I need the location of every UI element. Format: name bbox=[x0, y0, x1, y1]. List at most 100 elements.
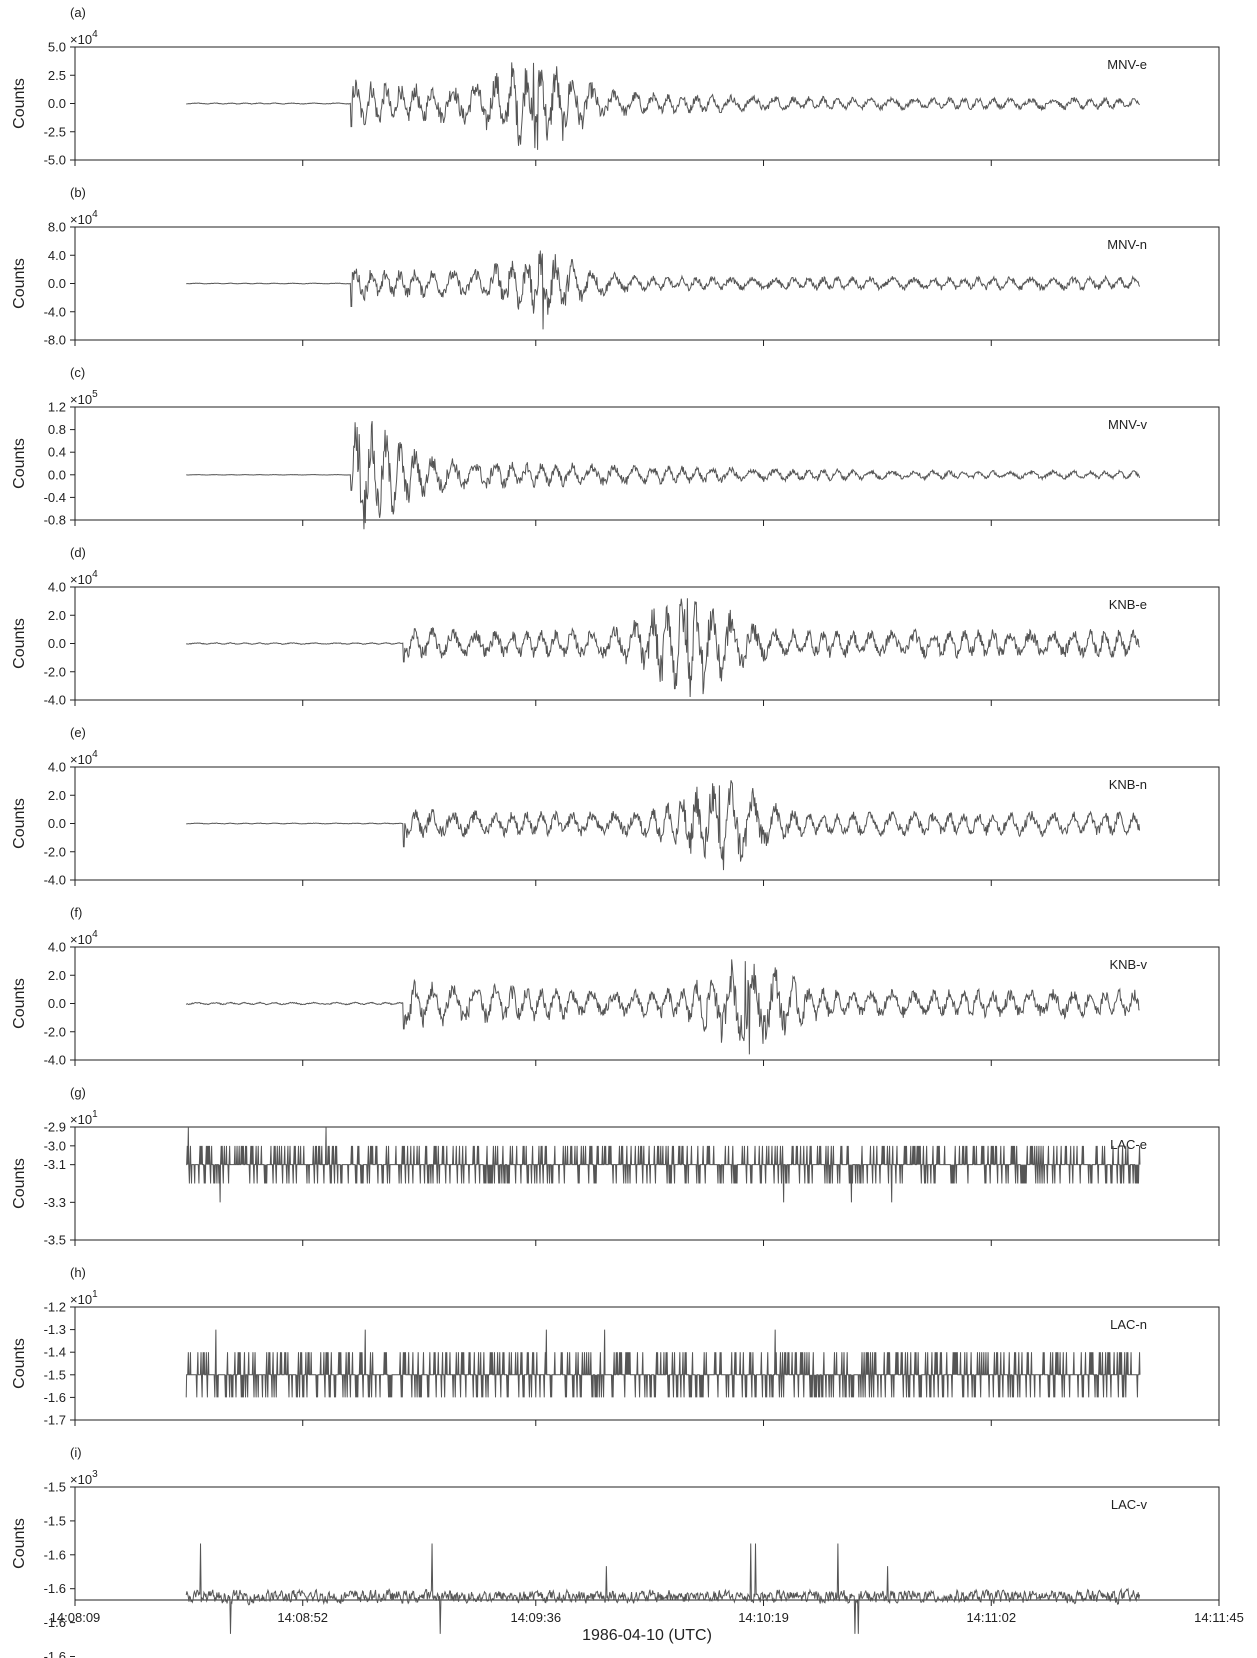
panel-letter: (i) bbox=[70, 1445, 82, 1460]
x-tick-label: 14:10:19 bbox=[738, 1610, 789, 1625]
waveform-trace bbox=[186, 1126, 1141, 1203]
waveform-trace bbox=[186, 421, 1141, 530]
y-tick-label: -1.4 bbox=[44, 1345, 66, 1360]
plot-frame bbox=[74, 1306, 1220, 1421]
panel-letter: (h) bbox=[70, 1265, 86, 1280]
y-tick-label: -8.0 bbox=[44, 333, 66, 348]
scale-exponent: ×104 bbox=[70, 29, 98, 47]
plot-frame bbox=[74, 1126, 1220, 1241]
waveform-trace bbox=[185, 1329, 1141, 1398]
y-tick-label: 0.4 bbox=[48, 445, 66, 460]
exponent-power: 4 bbox=[92, 749, 98, 760]
scale-exponent: ×103 bbox=[70, 1469, 98, 1487]
y-tick-label: -2.0 bbox=[44, 1024, 66, 1039]
scale-exponent: ×104 bbox=[70, 209, 98, 227]
exponent-base: ×10 bbox=[70, 392, 92, 407]
exponent-base: ×10 bbox=[70, 212, 92, 227]
panel-mnv-v: (c) ×105 MNV-v Counts 1.2 0.8 0.4 0.0 -0.4 -0.8 bbox=[11, 365, 1220, 530]
y-tick-label: -3.3 bbox=[44, 1195, 66, 1210]
panel-mnv-e: (a) ×104 MNV-e Counts 5.0 2.5 0.0 -2.5 -5.0 bbox=[11, 5, 1220, 168]
y-tick-label: -4.0 bbox=[44, 1053, 66, 1068]
panel-letter: (f) bbox=[70, 905, 82, 920]
y-axis-label: Counts bbox=[11, 438, 28, 489]
y-axis-label: Counts bbox=[11, 618, 28, 669]
panel-letter: (a) bbox=[70, 5, 86, 20]
exponent-base: ×10 bbox=[70, 752, 92, 767]
exponent-power: 4 bbox=[92, 929, 98, 940]
scale-exponent: ×101 bbox=[70, 1289, 98, 1307]
panel-knb-n: (e) ×104 KNB-n Counts 4.0 2.0 0.0 -2.0 -4.0 bbox=[11, 725, 1220, 888]
panel-letter: (c) bbox=[70, 365, 85, 380]
y-tick-label: -4.0 bbox=[44, 873, 66, 888]
y-tick-label: -3.0 bbox=[44, 1138, 66, 1153]
station-label: KNB-v bbox=[1109, 957, 1147, 972]
exponent-power: 1 bbox=[92, 1109, 98, 1120]
y-tick-label: -4.0 bbox=[44, 693, 66, 708]
y-tick-label: -2.5 bbox=[44, 124, 66, 139]
waveform-trace bbox=[186, 250, 1141, 330]
exponent-base: ×10 bbox=[70, 932, 92, 947]
y-tick-label: -1.7 bbox=[44, 1413, 66, 1428]
exponent-power: 1 bbox=[92, 1289, 98, 1300]
y-tick-label: -2.9 bbox=[44, 1120, 66, 1135]
station-label: LAC-v bbox=[1111, 1497, 1148, 1512]
y-axis-label: Counts bbox=[11, 798, 28, 849]
y-tick-label: 8.0 bbox=[48, 220, 66, 235]
exponent-power: 5 bbox=[92, 389, 98, 400]
y-tick-label: -1.6 bbox=[44, 1547, 66, 1562]
y-tick-label: 4.0 bbox=[48, 940, 66, 955]
y-axis-label: Counts bbox=[11, 1518, 28, 1569]
waveform-trace bbox=[185, 1543, 1141, 1634]
exponent-base: ×10 bbox=[70, 1112, 92, 1127]
y-tick-label: 0.8 bbox=[48, 422, 66, 437]
panel-knb-e: (d) ×104 KNB-e Counts 4.0 2.0 0.0 -2.0 -4.0 bbox=[11, 545, 1220, 708]
panel-letter: (d) bbox=[70, 545, 86, 560]
scale-exponent: ×104 bbox=[70, 749, 98, 767]
y-tick-label: -1.5 bbox=[44, 1480, 66, 1495]
waveform-trace bbox=[186, 62, 1140, 150]
x-tick-label: 14:08:52 bbox=[277, 1610, 328, 1625]
exponent-power: 4 bbox=[92, 29, 98, 40]
y-tick-label: -1.6 bbox=[44, 1581, 66, 1596]
panel-lac-e: (g) ×101 LAC-e Counts -2.9 -3.0 -3.1 -3.3 -3.5 bbox=[11, 1085, 1220, 1248]
waveform-trace bbox=[185, 959, 1140, 1055]
scale-exponent: ×104 bbox=[70, 929, 98, 947]
station-label: LAC-n bbox=[1110, 1317, 1147, 1332]
y-tick-label: 2.0 bbox=[48, 788, 66, 803]
y-tick-label: -2.0 bbox=[44, 844, 66, 859]
y-tick-label: 0.0 bbox=[48, 276, 66, 291]
y-axis-label: Counts bbox=[11, 78, 28, 129]
plot-frame bbox=[74, 406, 1220, 521]
scale-exponent: ×104 bbox=[70, 569, 98, 587]
y-tick-label: 0.0 bbox=[48, 636, 66, 651]
y-tick-label: 2.0 bbox=[48, 608, 66, 623]
x-tick-label: 14:11:02 bbox=[966, 1610, 1016, 1625]
waveform-trace bbox=[186, 780, 1141, 871]
station-label: KNB-n bbox=[1109, 777, 1147, 792]
y-tick-label: -3.5 bbox=[44, 1233, 66, 1248]
station-label: MNV-n bbox=[1107, 237, 1147, 252]
station-label: MNV-e bbox=[1107, 57, 1147, 72]
y-tick-label: 0.0 bbox=[48, 816, 66, 831]
y-tick-label: -1.6 bbox=[44, 1390, 66, 1405]
y-tick-label: 2.0 bbox=[48, 968, 66, 983]
y-tick-label: -3.1 bbox=[44, 1157, 66, 1172]
x-axis-title: 1986-04-10 (UTC) bbox=[582, 1627, 712, 1644]
scale-exponent: ×101 bbox=[70, 1109, 98, 1127]
x-tick-label: 14:09:36 bbox=[510, 1610, 561, 1625]
y-tick-label: -0.4 bbox=[44, 490, 66, 505]
y-tick-label: -0.8 bbox=[44, 513, 66, 528]
y-tick-label: -5.0 bbox=[44, 153, 66, 168]
y-tick-label: -1.3 bbox=[44, 1322, 66, 1337]
y-axis-label: Counts bbox=[11, 1158, 28, 1209]
y-tick-label: 0.0 bbox=[48, 996, 66, 1011]
panel-knb-v: (f) ×104 KNB-v Counts 4.0 2.0 0.0 -2.0 -4.0 bbox=[11, 905, 1220, 1068]
y-axis-label: Counts bbox=[11, 978, 28, 1029]
y-tick-label: -1.6 bbox=[44, 1649, 66, 1658]
y-tick-label: 0.0 bbox=[48, 467, 66, 482]
y-tick-label: 0.0 bbox=[48, 96, 66, 111]
exponent-base: ×10 bbox=[70, 1292, 92, 1307]
y-tick-label: -4.0 bbox=[44, 304, 66, 319]
